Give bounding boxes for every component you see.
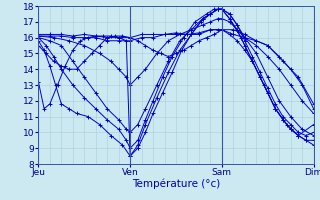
X-axis label: Température (°c): Température (°c) [132, 179, 220, 189]
